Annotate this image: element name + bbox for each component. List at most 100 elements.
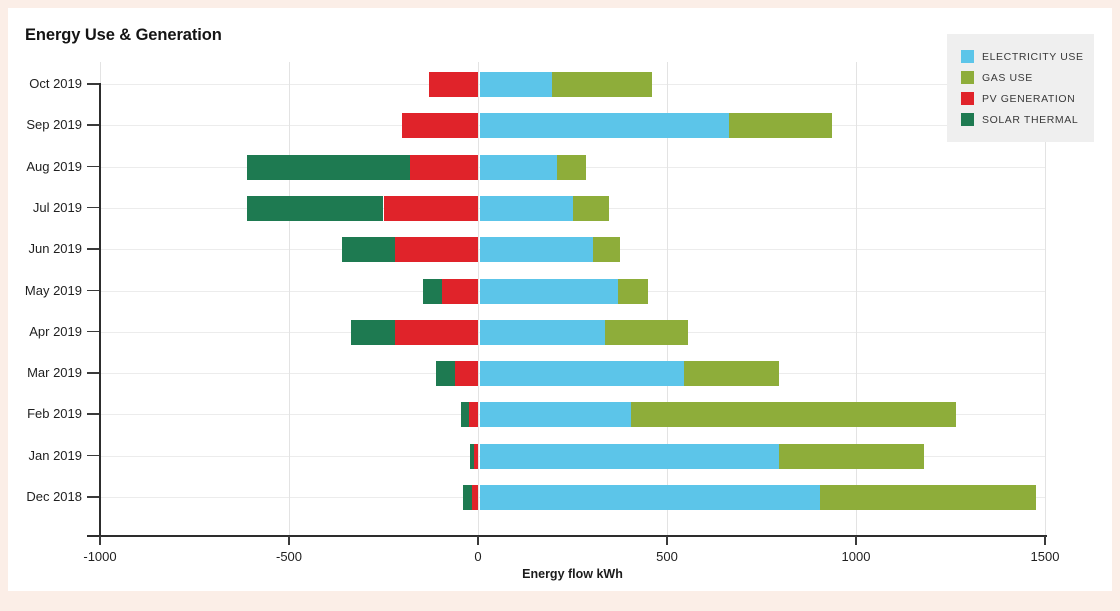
- y-tick-label: Aug 2019: [26, 158, 82, 174]
- y-tick-label: May 2019: [24, 282, 82, 298]
- bar-segment: [351, 319, 395, 345]
- y-tick-label: Oct 2019: [29, 76, 82, 91]
- bar-segment: [468, 402, 478, 428]
- bar-segment: [472, 485, 478, 510]
- x-tick-label: 1000: [841, 549, 871, 564]
- x-tick: [1044, 536, 1046, 545]
- bar-segment: [572, 195, 609, 221]
- bar-segment: [428, 72, 478, 97]
- legend-item-solar-thermal[interactable]: SOLAR THERMAL: [961, 109, 1086, 130]
- legend-swatch: [961, 92, 974, 105]
- gridline-vertical: [100, 62, 101, 536]
- bar-segment: [557, 154, 586, 180]
- y-tick: [87, 83, 100, 85]
- x-tick-label: -1000: [83, 549, 117, 564]
- y-tick: [87, 454, 100, 457]
- bar-segment: [480, 485, 821, 510]
- gridline-vertical: [856, 62, 857, 536]
- bar-segment: [462, 485, 473, 510]
- y-tick: [87, 248, 100, 250]
- bar-segment: [480, 195, 573, 221]
- legend-label: GAS USE: [982, 71, 1033, 84]
- chart-title: Energy Use & Generation: [25, 26, 222, 44]
- bar-segment: [480, 113, 730, 139]
- bar-segment: [778, 443, 925, 469]
- y-tick-label: Sep 2019: [26, 117, 82, 133]
- bar-segment: [409, 154, 478, 180]
- y-tick: [87, 496, 100, 498]
- legend-item-pv-generation[interactable]: PV GENERATION: [961, 88, 1086, 109]
- y-tick-label: Mar 2019: [27, 365, 82, 381]
- x-tick-label: 500: [656, 549, 678, 564]
- legend-swatch: [961, 71, 974, 84]
- x-tick-label: -500: [275, 549, 303, 564]
- legend-item-electricity-use[interactable]: ELECTRICITY USE: [961, 46, 1086, 67]
- x-axis-line: [87, 535, 1047, 537]
- bar-segment: [631, 402, 957, 428]
- x-axis-title: Energy flow kWh: [522, 567, 623, 581]
- bar-segment: [617, 278, 649, 304]
- y-tick-label: Apr 2019: [29, 323, 82, 339]
- y-tick-label: Dec 2018: [26, 489, 82, 504]
- bar-segment: [341, 237, 395, 263]
- plot-area: Oct 2019 Sep 2019 Aug 2019 Jul 2019 Jun 2019…: [8, 8, 1112, 591]
- y-tick-label: Feb 2019: [27, 406, 82, 422]
- bar-segment: [394, 319, 478, 345]
- legend-label: ELECTRICITY USE: [982, 50, 1084, 63]
- bar-segment: [470, 443, 475, 469]
- bar-segment: [480, 278, 618, 304]
- bar-segment: [480, 361, 685, 387]
- bar-segment: [480, 237, 594, 263]
- x-tick: [288, 536, 290, 545]
- bar-segment: [474, 443, 478, 469]
- y-tick-label: Jun 2019: [28, 241, 83, 257]
- bar-segment: [423, 278, 443, 304]
- legend-item-gas-use[interactable]: GAS USE: [961, 67, 1086, 88]
- bar-segment: [551, 72, 652, 97]
- x-tick-label: 1500: [1030, 549, 1060, 564]
- bar-segment: [604, 319, 688, 345]
- x-tick: [666, 536, 668, 545]
- gridline-vertical: [667, 62, 668, 536]
- bar-segment: [394, 237, 478, 263]
- x-tick: [99, 536, 101, 545]
- legend-swatch: [961, 50, 974, 63]
- x-tick: [855, 536, 857, 545]
- y-tick-label: Jul 2019: [32, 199, 82, 215]
- bar-segment: [480, 443, 779, 469]
- y-tick: [87, 372, 100, 374]
- gridline-vertical: [289, 62, 290, 536]
- bar-segment: [729, 113, 832, 139]
- y-tick: [87, 289, 100, 291]
- y-tick: [87, 165, 100, 168]
- bar-segment: [480, 319, 605, 345]
- legend-label: SOLAR THERMAL: [982, 113, 1079, 126]
- bar-segment: [436, 361, 456, 387]
- bar-segment: [247, 154, 410, 180]
- legend-swatch: [961, 113, 974, 126]
- bar-segment: [593, 237, 620, 263]
- y-tick: [87, 124, 100, 126]
- y-tick-label: Jan 2019: [28, 447, 83, 463]
- y-axis-line: [99, 83, 101, 536]
- bar-segment: [820, 485, 1036, 510]
- chart-panel: Oct 2019 Sep 2019 Aug 2019 Jul 2019 Jun 2019…: [8, 8, 1112, 591]
- bar-segment: [383, 195, 478, 221]
- y-tick: [87, 413, 100, 415]
- bar-segment: [460, 402, 469, 428]
- bar-segment: [402, 113, 478, 139]
- x-tick-label: 0: [474, 549, 482, 564]
- bar-segment: [247, 195, 384, 221]
- bar-segment: [480, 72, 552, 97]
- gridline-vertical: [1045, 62, 1046, 536]
- bar-segment: [442, 278, 478, 304]
- bar-segment: [455, 361, 478, 387]
- bar-segment: [480, 154, 558, 180]
- legend: ELECTRICITY USE GAS USE PV GENERATION SO…: [947, 34, 1094, 142]
- y-tick: [87, 206, 100, 209]
- x-tick: [477, 536, 479, 545]
- legend-label: PV GENERATION: [982, 92, 1076, 105]
- bar-segment: [480, 402, 632, 428]
- bar-segment: [684, 361, 779, 387]
